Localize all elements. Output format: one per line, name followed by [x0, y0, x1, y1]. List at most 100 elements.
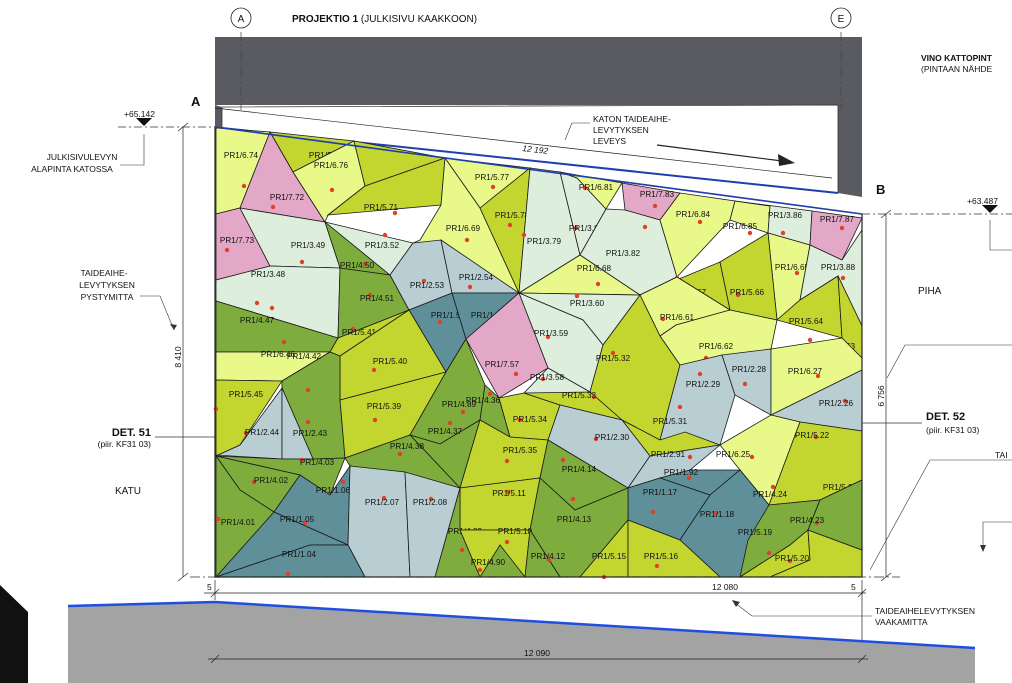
panel-fixing-marker [281, 339, 287, 345]
art-panel: PR1/2.53 [389, 239, 453, 311]
panel-fixing-marker [504, 539, 510, 545]
panel-fixing-marker [285, 571, 291, 577]
art-panel-label: PR1/2.28 [732, 365, 767, 374]
art-panel-label: PR1/7.83 [640, 190, 675, 199]
panel-fixing-marker [437, 319, 443, 325]
panel-fixing-marker [505, 489, 511, 495]
art-panel-label: PR1/3.60 [570, 299, 605, 308]
art-panel-label: PR1/2.43 [293, 429, 328, 438]
panel-fixing-marker [839, 225, 845, 231]
art-panel-label: PR1/5.41 [342, 328, 377, 337]
panel-fixing-marker [254, 300, 260, 306]
art-panel-label: PR1/6.76 [314, 161, 349, 170]
panel-fixing-marker [780, 230, 786, 236]
art-panel-shape [659, 354, 736, 446]
level-marker-right: +63.487 [862, 196, 1012, 251]
svg-text:PYSTYMITTA: PYSTYMITTA [81, 292, 134, 302]
art-panel-label: PR1/5.78 [495, 211, 530, 220]
art-panel-label: PR1/2.44 [245, 428, 280, 437]
roof-column [838, 105, 862, 197]
panel-fixing-marker [766, 550, 772, 556]
art-panel-shape [347, 465, 411, 578]
art-panel-label: PR1/3.49 [291, 241, 326, 250]
art-panel-label: PR1/6.85 [723, 222, 758, 231]
panel-fixing-marker [504, 458, 510, 464]
panel-fixing-marker [787, 558, 793, 564]
dim-bottom-width: 12 080 [712, 582, 738, 592]
panel-fixing-marker [593, 436, 599, 442]
grid-marker-e: E [830, 7, 852, 29]
art-panel: PR1/2.29 [659, 354, 736, 446]
dim-edge-right: 5 [851, 582, 856, 592]
corner-black-block [0, 585, 28, 683]
note-sloped-roof: VINO KATTOPINT (PINTAAN NÄHDE [921, 53, 993, 74]
dim-ground-width: 12 090 [524, 648, 550, 658]
grid-marker-a: A [230, 7, 252, 29]
panel-fixing-marker [652, 203, 658, 209]
panel-fixing-marker [794, 270, 800, 276]
panel-fixing-marker [573, 225, 579, 231]
svg-text:LEVYTYKSEN: LEVYTYKSEN [79, 280, 135, 290]
corner-b-label: B [876, 182, 885, 197]
panel-fixing-marker [517, 417, 523, 423]
dim-right-height: 6 756 [876, 385, 886, 407]
art-panel-label: PR1/1.17 [643, 488, 678, 497]
panel-fixing-marker [560, 457, 566, 463]
svg-text:JULKISIVULEVYN: JULKISIVULEVYN [47, 152, 118, 162]
panel-fixing-marker [251, 479, 257, 485]
art-panel-label: PR1/6.25 [716, 450, 751, 459]
art-panel-label: PR1/3.82 [606, 249, 641, 258]
art-panel-label: PR1/4.36 [466, 396, 501, 405]
panel-fixing-marker [610, 350, 616, 356]
art-panel-label: PR1/5.71 [364, 203, 399, 212]
grid-marker-a-label: A [238, 14, 245, 25]
svg-text:VINO KATTOPINT: VINO KATTOPINT [921, 53, 993, 63]
art-panel-label: PR1/5.31 [653, 417, 688, 426]
panel-fixing-marker [302, 520, 308, 526]
panel-fixing-marker [814, 520, 820, 526]
panel-fixing-marker [591, 394, 597, 400]
art-panel-label: PR1/4.90 [471, 558, 506, 567]
art-panel-label: PR1/5.15 [592, 552, 627, 561]
panel-fixing-marker [735, 292, 741, 298]
art-panel-label: PR1/4.24 [753, 490, 788, 499]
svg-text:TAIDEAIHELEVYTYKSEN: TAIDEAIHELEVYTYKSEN [875, 606, 975, 616]
det52-callout: DET. 52 (piir. KF31 03) [862, 411, 980, 435]
panel-fixing-marker [513, 371, 519, 377]
art-panel-label: PR1/4.50 [340, 261, 375, 270]
panel-fixing-marker [397, 451, 403, 457]
art-panel-label: PR1/4.03 [300, 458, 335, 467]
panel-fixing-marker [697, 219, 703, 225]
art-panel-label: PR1/6.74 [224, 151, 259, 160]
art-panel-label: PR1/5.34 [513, 415, 548, 424]
art-panel-label: PR1/3.79 [527, 237, 562, 246]
panel-fixing-marker [299, 259, 305, 265]
panel-fixing-marker [742, 381, 748, 387]
art-panel-label: PR1/7.73 [220, 236, 255, 245]
art-panel-label: PR1/6.61 [660, 313, 695, 322]
panel-fixing-marker [428, 496, 434, 502]
panel-fixing-marker [686, 475, 692, 481]
art-panel-label: PR1/3.88 [821, 263, 856, 272]
art-panel: PR1/1.17 [627, 477, 711, 541]
art-panel-label: PR1/1.05 [280, 515, 315, 524]
panel-fixing-marker [269, 305, 275, 311]
art-panel-label: PR1/7.72 [270, 193, 305, 202]
art-panel-label: PR1/5.64 [789, 317, 824, 326]
art-panel-label: PR1/4.12 [531, 552, 566, 561]
panel-fixing-marker [807, 337, 813, 343]
svg-text:LEVYTYKSEN: LEVYTYKSEN [593, 125, 649, 135]
panel-fixing-marker [521, 232, 527, 238]
panel-fixing-marker [582, 185, 588, 191]
street-label: KATU [115, 486, 141, 497]
panel-fixing-marker [747, 230, 753, 236]
panel-fixing-marker [770, 484, 776, 490]
art-panel-label: PR1/5.10 [498, 527, 533, 536]
svg-text:TAIDEAIHE-: TAIDEAIHE- [80, 268, 127, 278]
roof-structure [215, 37, 862, 197]
art-panel: PR1/6.46 [215, 339, 332, 382]
panel-fixing-marker [305, 419, 311, 425]
level-right-label: +63.487 [967, 196, 998, 206]
art-panel-label: PR1/2.91 [651, 450, 686, 459]
